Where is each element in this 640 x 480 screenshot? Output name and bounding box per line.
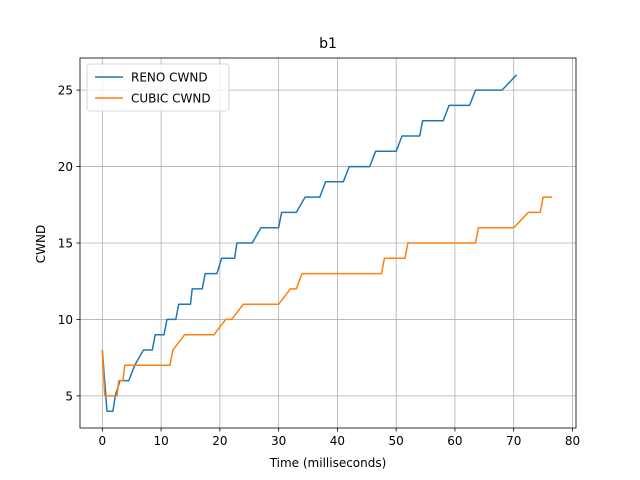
y-tick-label: 10 (58, 313, 73, 327)
legend-label-cubic-cwnd: CUBIC CWND (131, 92, 211, 106)
x-tick-label: 40 (330, 434, 345, 448)
x-tick-label: 50 (389, 434, 404, 448)
y-tick-label: 20 (58, 160, 73, 174)
y-tick-label: 15 (58, 237, 73, 251)
legend-box (86, 63, 230, 112)
series-line-cubic-cwnd (101, 196, 552, 397)
series-line-reno-cwnd (101, 74, 518, 412)
y-tick-label: 5 (65, 389, 73, 403)
x-axis-label: Time (milliseconds) (269, 456, 387, 470)
x-tick-label: 80 (565, 434, 580, 448)
x-tick-label: 30 (271, 434, 286, 448)
chart-title: b1 (319, 36, 337, 52)
x-tick-label: 70 (506, 434, 521, 448)
x-tick-label: 0 (99, 434, 107, 448)
x-tick-label: 60 (447, 434, 462, 448)
x-tick-label: 20 (212, 434, 227, 448)
series-layer (101, 74, 552, 412)
grid (80, 58, 576, 428)
y-tick-label: 25 (58, 84, 73, 98)
legend-label-reno-cwnd: RENO CWND (131, 71, 208, 85)
axis-ticks: 0 10 20 30 40 50 60 70 80 5 10 15 20 25 (58, 84, 580, 448)
y-axis-label: CWND (34, 225, 48, 263)
x-tick-label: 10 (153, 434, 168, 448)
legend: RENO CWND CUBIC CWND (86, 63, 230, 112)
